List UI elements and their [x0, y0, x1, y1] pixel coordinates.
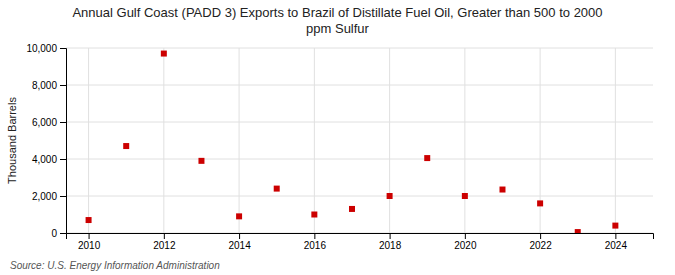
y-axis-title: Thousand Barrels — [6, 97, 18, 184]
grid-line-x — [389, 48, 390, 233]
y-axis: 0 2,000 4,000 6,000 8,000 10,000 — [26, 43, 66, 239]
grid — [66, 48, 653, 233]
grid-line-x — [615, 48, 616, 233]
source: Source: U.S. Energy Information Administ… — [10, 260, 220, 271]
y-tick-mark — [60, 196, 66, 197]
point — [236, 213, 242, 219]
y-tick: 0 — [51, 228, 66, 239]
x-tick-mark — [314, 233, 315, 239]
point — [123, 143, 129, 149]
grid-line-x — [88, 48, 89, 233]
x-tick-mark — [390, 233, 391, 239]
point — [161, 51, 167, 57]
x-tick: 2014 — [228, 233, 251, 251]
x-tick-label: 2010 — [78, 240, 101, 251]
y-tick-mark — [60, 48, 66, 49]
y-tick-label: 8,000 — [32, 80, 57, 91]
x-tick-label: 2012 — [153, 240, 176, 251]
x-tick-label: 2024 — [605, 240, 628, 251]
y-tick: 6,000 — [32, 117, 66, 128]
grid-line-x — [314, 48, 315, 233]
grid-line-y — [66, 196, 653, 197]
x-axis-line — [67, 234, 654, 240]
grid-line-x — [464, 48, 465, 233]
x-tick: 2010 — [78, 233, 101, 251]
chart: Annual Gulf Coast (PADD 3) Exports to Br… — [0, 0, 675, 275]
x-tick: 2022 — [529, 233, 552, 251]
y-tick-label: 6,000 — [32, 117, 57, 128]
y-tick-mark — [60, 85, 66, 86]
x-tick-label: 2020 — [454, 240, 477, 251]
title-line: Annual Gulf Coast (PADD 3) Exports to Br… — [72, 5, 602, 20]
grid-line-x — [239, 48, 240, 233]
x-tick: 2020 — [454, 233, 477, 251]
x-tick: 2012 — [153, 233, 176, 251]
y-tick-label: 10,000 — [26, 43, 57, 54]
y-tick: 2,000 — [32, 191, 66, 202]
y-tick-mark — [60, 122, 66, 123]
point — [198, 158, 204, 164]
x-tick-mark — [540, 233, 541, 239]
x-tick: 2018 — [379, 233, 402, 251]
x-tick-mark — [465, 233, 466, 239]
y-tick: 4,000 — [32, 154, 66, 165]
points — [86, 51, 619, 233]
x-tick-mark — [89, 233, 90, 239]
point — [349, 206, 355, 212]
title: Annual Gulf Coast (PADD 3) Exports to Br… — [72, 5, 602, 36]
grid-line-y — [66, 85, 653, 86]
grid-line-y — [66, 159, 653, 160]
point — [86, 217, 92, 223]
point — [424, 155, 430, 161]
x-tick-label: 2018 — [379, 240, 402, 251]
point — [387, 193, 393, 199]
y-tick-label: 2,000 — [32, 191, 57, 202]
point — [575, 229, 581, 233]
y-tick: 10,000 — [26, 43, 66, 54]
x-tick: 2016 — [304, 233, 327, 251]
x-tick-label: 2016 — [304, 240, 327, 251]
point — [612, 223, 618, 229]
grid-line-y — [66, 48, 653, 49]
plot: 2010 2012 2014 2016 2018 2020 2022 2024 0 2,000 4,… — [6, 43, 654, 251]
y-tick-mark — [60, 233, 66, 234]
y-tick-label: 0 — [51, 228, 57, 239]
x-tick: 2024 — [605, 233, 628, 251]
point — [537, 200, 543, 206]
point — [311, 212, 317, 218]
point — [462, 193, 468, 199]
y-axis-line — [60, 49, 67, 234]
x-axis: 2010 2012 2014 2016 2018 2020 2022 2024 — [67, 233, 654, 251]
y-tick-mark — [60, 159, 66, 160]
x-tick-label: 2014 — [228, 240, 251, 251]
grid-line-y — [66, 122, 653, 123]
title-line: ppm Sulfur — [306, 21, 370, 36]
x-tick-mark — [239, 233, 240, 239]
x-tick-mark — [615, 233, 616, 239]
point — [274, 186, 280, 192]
x-tick-label: 2022 — [529, 240, 552, 251]
grid-line-x — [163, 48, 164, 233]
point — [499, 187, 505, 193]
x-tick-mark — [164, 233, 165, 239]
y-tick-label: 4,000 — [32, 154, 57, 165]
y-tick: 8,000 — [32, 80, 66, 91]
